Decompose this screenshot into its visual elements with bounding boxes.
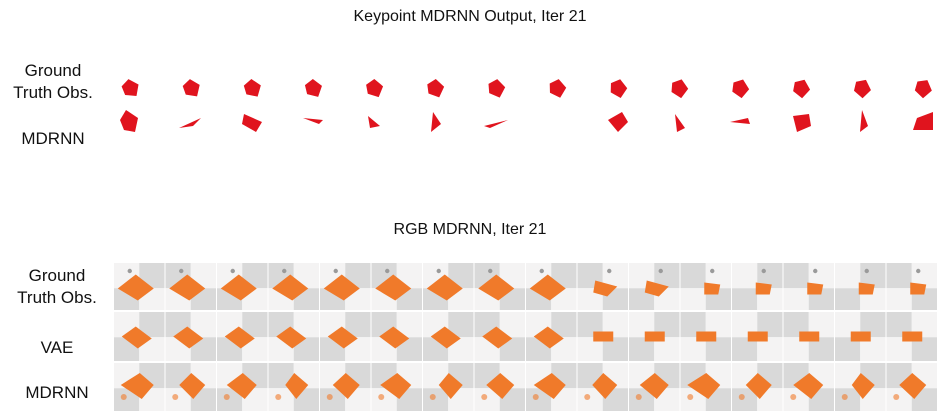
rgb-mdrnn-frame bbox=[680, 363, 731, 411]
rgb-vae-label: VAE bbox=[40, 338, 74, 357]
keypoint-mdrnn-frame bbox=[608, 112, 628, 132]
rgb-vae-frame bbox=[732, 312, 783, 361]
keypoint-mdrnn-frame bbox=[179, 118, 201, 128]
keypoint-mdrnn-frame bbox=[431, 112, 441, 132]
keypoint-mdrnn-frame bbox=[860, 110, 868, 132]
keypoint-mdrnn-frame bbox=[913, 112, 933, 130]
rgb-mdrnn-frame bbox=[217, 363, 268, 411]
keypoint-mdrnn-frame bbox=[242, 114, 262, 132]
rgb-gt-frame bbox=[268, 263, 319, 310]
rgb-mdrnn-frame bbox=[114, 363, 165, 411]
keypoint-section-title: Keypoint MDRNN Output, Iter 21 bbox=[353, 8, 587, 25]
rgb-gt-frame bbox=[217, 263, 268, 310]
rgb-vae-frame bbox=[371, 312, 422, 361]
rgb-gt-frame bbox=[835, 263, 886, 310]
rgb-mdrnn-frame bbox=[320, 363, 371, 411]
rgb-ground-truth-label: Ground Truth Obs. bbox=[17, 266, 97, 307]
keypoint-mdrnn-frame bbox=[793, 114, 811, 132]
rgb-mdrnn-frame bbox=[423, 363, 474, 411]
rgb-gt-frame bbox=[577, 263, 628, 310]
rgb-gt-frame bbox=[526, 263, 577, 310]
rgb-mdrnn-frame bbox=[783, 363, 834, 411]
rgb-vae-frame bbox=[423, 312, 474, 361]
rgb-gt-frame bbox=[680, 263, 731, 310]
rgb-vae-frame bbox=[114, 312, 165, 361]
keypoint-gt-frame bbox=[304, 79, 322, 97]
keypoint-mdrnn-frame bbox=[120, 110, 138, 132]
keypoint-gt-frame bbox=[732, 79, 750, 99]
keypoint-gt-frame bbox=[671, 79, 689, 99]
rgb-vae-frame bbox=[526, 312, 577, 361]
keypoint-mdrnn-frame bbox=[675, 114, 685, 132]
keypoint-gt-frame bbox=[427, 79, 445, 98]
rgb-mdrnn-frame bbox=[732, 363, 783, 411]
rgb-mdrnn-frame bbox=[886, 363, 937, 411]
rgb-gt-frame bbox=[629, 263, 680, 310]
rgb-vae-frame bbox=[165, 312, 216, 361]
rgb-mdrnn-frame bbox=[577, 363, 628, 411]
rgb-gt-frame bbox=[371, 263, 422, 310]
rgb-vae-frame bbox=[783, 312, 834, 361]
rgb-mdrnn-frame bbox=[474, 363, 525, 411]
keypoint-gt-frame bbox=[488, 79, 506, 98]
rgb-vae-frame bbox=[320, 312, 371, 361]
rgb-gt-frame bbox=[783, 263, 834, 310]
rgb-gt-frame bbox=[732, 263, 783, 310]
rgb-gt-frame bbox=[165, 263, 216, 310]
rgb-vae-frame bbox=[680, 312, 731, 361]
rgb-vae-frame bbox=[577, 312, 628, 361]
keypoint-ground-truth-label: Ground Truth Obs. bbox=[13, 61, 93, 102]
keypoint-gt-frame bbox=[549, 79, 567, 98]
keypoint-gt-frame bbox=[853, 79, 871, 99]
rgb-mdrnn-frame bbox=[629, 363, 680, 411]
rgb-mdrnn-frame bbox=[526, 363, 577, 411]
keypoint-gt-frame bbox=[793, 79, 811, 99]
rgb-mdrnn-frame bbox=[268, 363, 319, 411]
rgb-gt-frame bbox=[474, 263, 525, 310]
keypoint-gt-frame bbox=[182, 79, 200, 97]
keypoint-mdrnn-frame bbox=[303, 118, 323, 124]
keypoint-gt-frame bbox=[610, 79, 628, 98]
rgb-vae-frame bbox=[629, 312, 680, 361]
rgb-vae-frame bbox=[217, 312, 268, 361]
rgb-mdrnn-frame bbox=[835, 363, 886, 411]
keypoint-gt-frame bbox=[243, 79, 261, 97]
keypoint-gt-frame bbox=[121, 79, 139, 96]
rgb-mdrnn-label: MDRNN bbox=[25, 383, 89, 402]
rgb-vae-frame bbox=[835, 312, 886, 361]
rgb-mdrnn-frame bbox=[371, 363, 422, 411]
keypoint-mdrnn-frame bbox=[484, 120, 508, 128]
keypoint-gt-frame bbox=[914, 80, 932, 99]
keypoint-mdrnn-frame bbox=[368, 116, 380, 128]
rgb-gt-frame bbox=[886, 263, 937, 310]
keypoint-gt-frame bbox=[366, 79, 384, 98]
rgb-vae-frame bbox=[474, 312, 525, 361]
rgb-gt-frame bbox=[320, 263, 371, 310]
rgb-gt-frame bbox=[114, 263, 165, 310]
keypoint-mdrnn-frame bbox=[730, 118, 750, 124]
rgb-gt-frame bbox=[423, 263, 474, 310]
keypoint-mdrnn-label: MDRNN bbox=[21, 129, 85, 148]
rgb-vae-frame bbox=[268, 312, 319, 361]
rgb-section-title: RGB MDRNN, Iter 21 bbox=[393, 221, 547, 238]
rgb-mdrnn-frame bbox=[165, 363, 216, 411]
rgb-vae-frame bbox=[886, 312, 937, 361]
